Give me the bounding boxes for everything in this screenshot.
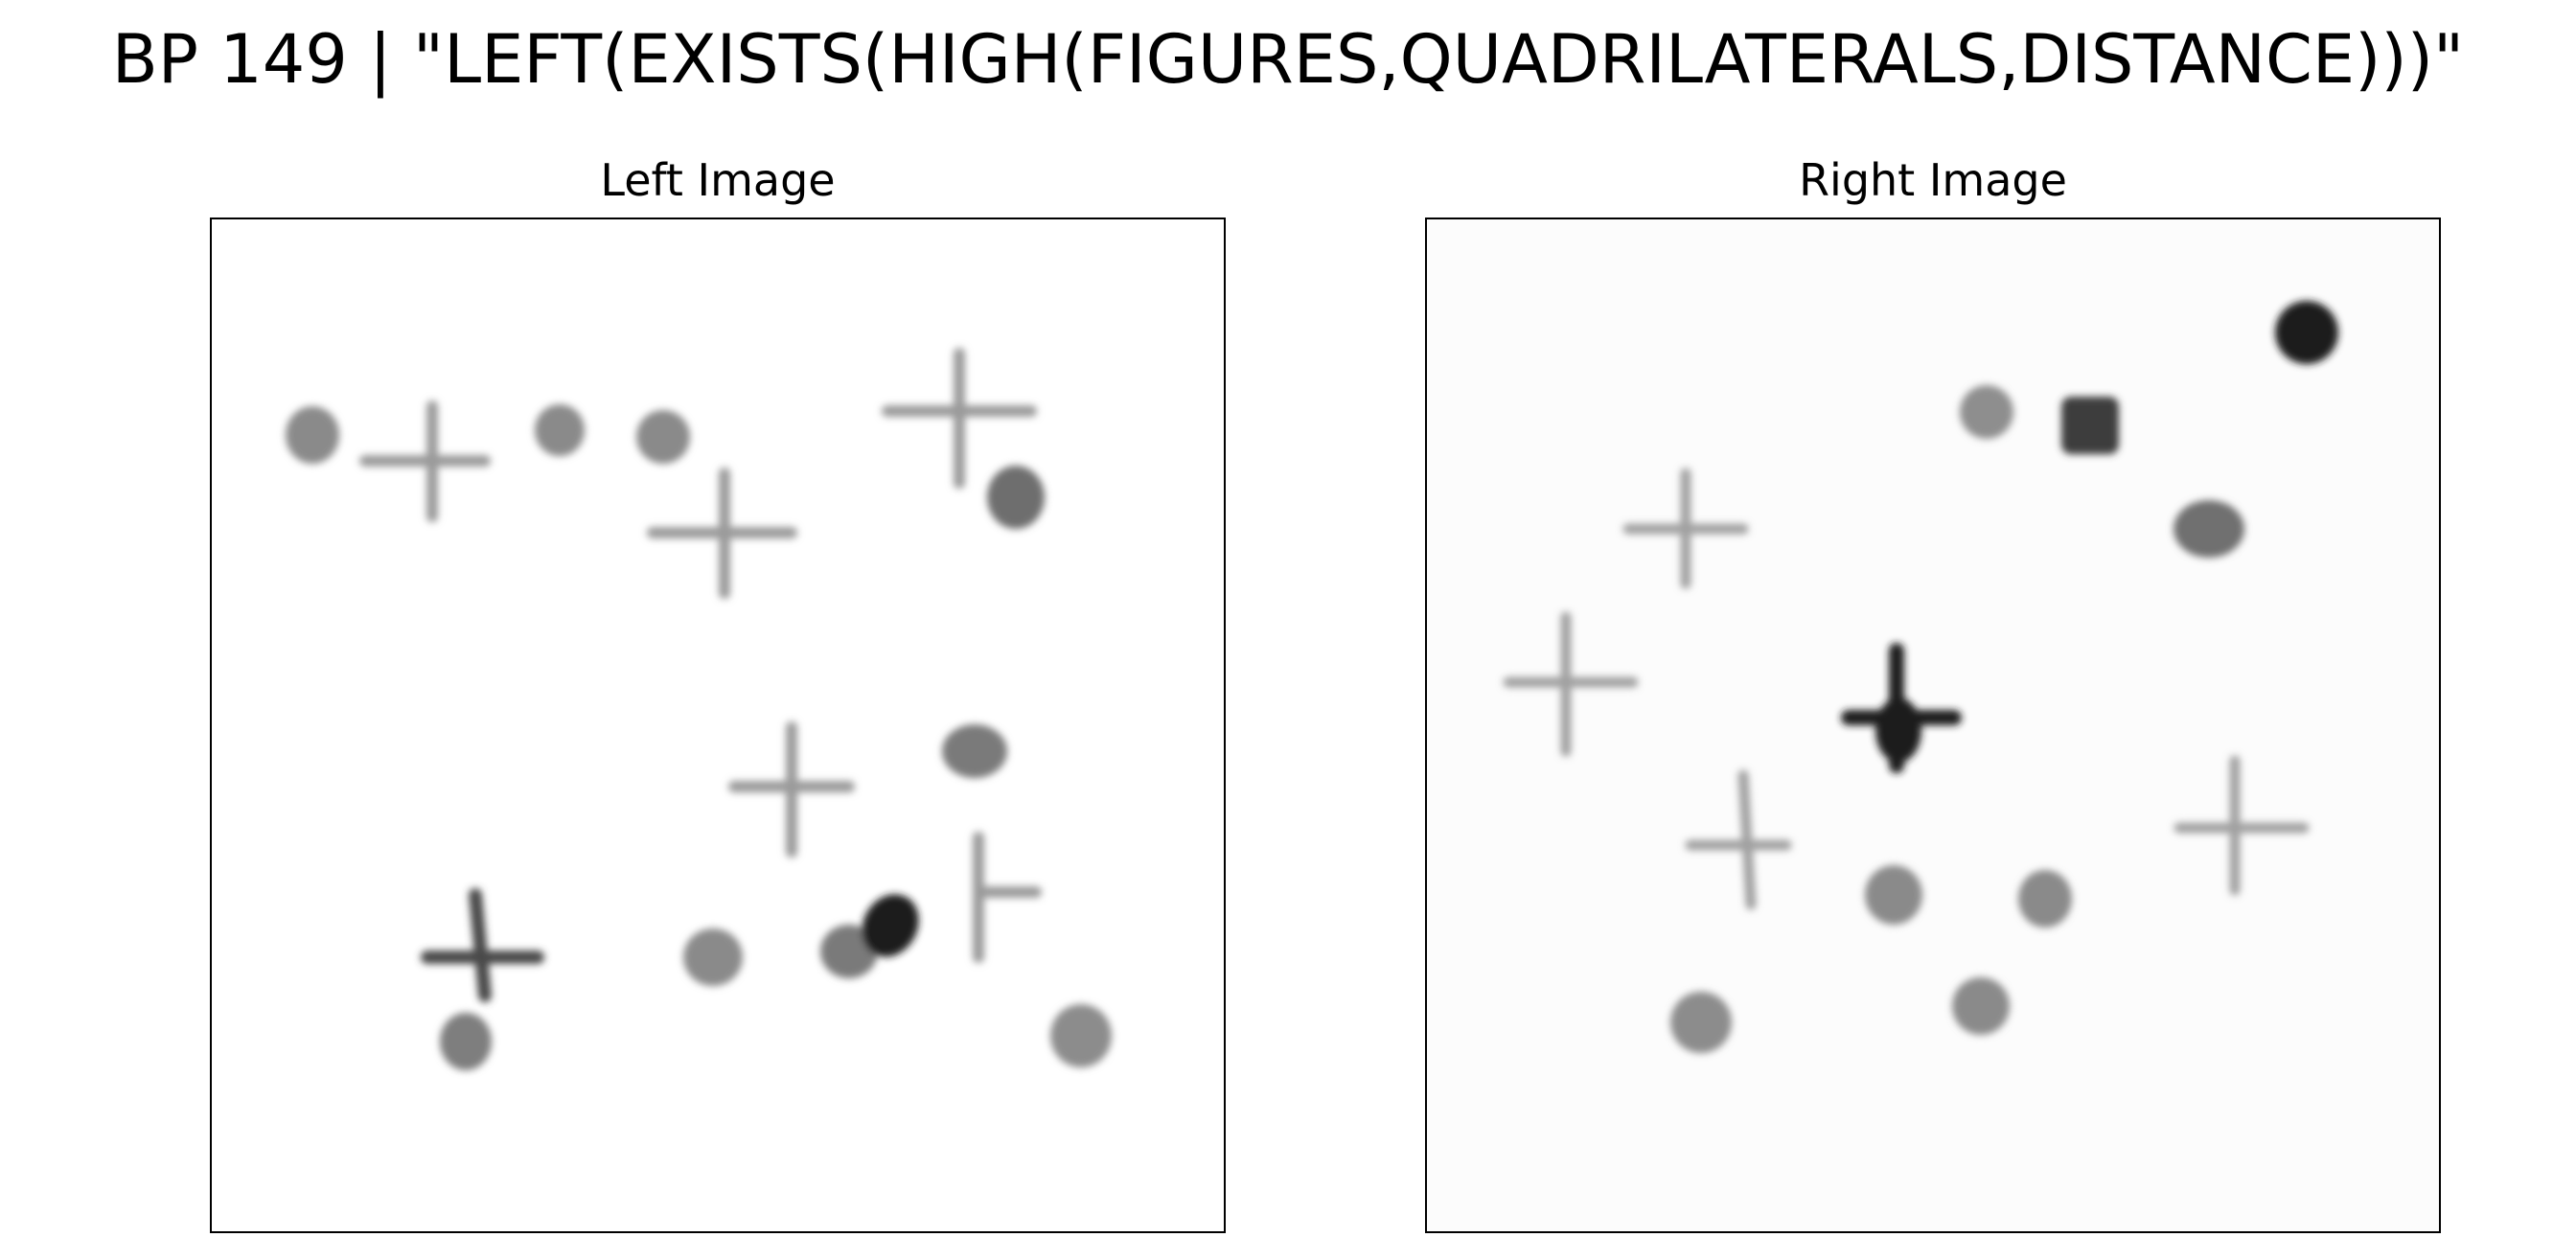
- blob-shape: [862, 894, 919, 957]
- blob-shape: [2174, 500, 2244, 558]
- left-image: [286, 348, 1112, 1070]
- right-image: [1503, 301, 2338, 1053]
- blob-shape: [1670, 992, 1732, 1053]
- blob-shape: [1865, 865, 1922, 925]
- blob-shape: [1960, 385, 2013, 439]
- cross-shape: [469, 888, 492, 1002]
- blob-shape: [1050, 1004, 1112, 1067]
- blob-shape: [440, 1013, 492, 1070]
- blob-shape: [636, 410, 690, 464]
- left-image-title: Left Image: [600, 154, 836, 206]
- figure-title: BP 149 | "LEFT(EXISTS(HIGH(FIGURES,QUADR…: [111, 20, 2465, 99]
- right-image-panel: [1425, 218, 2441, 1233]
- blob-shape: [2275, 301, 2338, 364]
- blob-shape: [1875, 698, 1921, 763]
- cross-shape: [1737, 769, 1757, 910]
- square-shape: [2061, 397, 2119, 454]
- blob-shape: [535, 404, 585, 456]
- blob-shape: [286, 406, 339, 464]
- blob-shape: [987, 466, 1045, 529]
- left-image-panel: [210, 218, 1226, 1233]
- blob-shape: [1952, 977, 2010, 1035]
- blob-shape: [942, 724, 1007, 778]
- right-image-title: Right Image: [1799, 154, 2067, 206]
- blob-shape: [683, 928, 743, 986]
- blob-shape: [2018, 870, 2072, 928]
